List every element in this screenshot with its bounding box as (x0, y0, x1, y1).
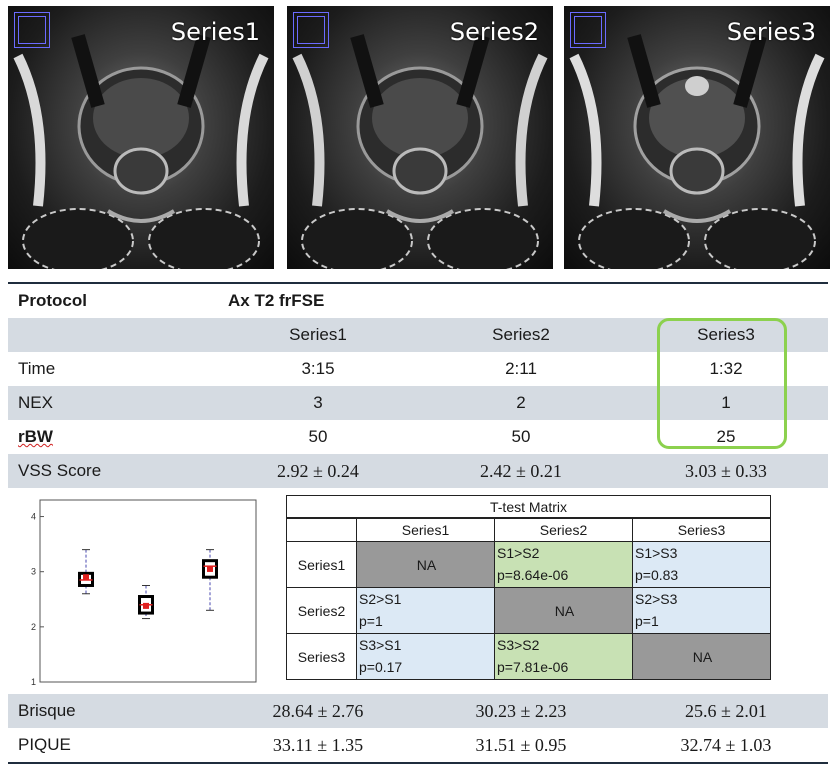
ttest-cell: S3>S2 p=7.81e-06 (494, 633, 633, 680)
y-tick-label: 3 (31, 567, 36, 577)
cell: 2:11 (505, 359, 537, 378)
cell: 50 (308, 427, 328, 446)
cell: 2.92 ± 0.24 (277, 461, 359, 481)
ttest-corner (286, 517, 357, 542)
cell: 25 (716, 427, 736, 446)
table-row-rbw: rBW 50 50 25 (8, 420, 828, 454)
row-label: NEX (18, 393, 53, 412)
ttest-comparison: S2>S1 (359, 591, 402, 607)
ttest-pvalue: p=1 (635, 613, 659, 629)
cell: 33.11 ± 1.35 (272, 735, 364, 755)
ttest-row: Series3 S3>S1 p=0.17 S3>S2 p=7.81e-06 NA (286, 633, 771, 680)
cell: 50 (511, 427, 531, 446)
ttest-comparison: S2>S3 (635, 591, 678, 607)
column-header: Series1 (289, 325, 347, 344)
ttest-cell: S1>S2 p=8.64e-06 (494, 541, 633, 588)
cell: 1:32 (709, 359, 743, 378)
table-row-nex: NEX 3 2 1 (8, 386, 828, 420)
cell: 30.23 ± 2.23 (475, 701, 567, 721)
ttest-col-header: Series2 (494, 517, 633, 542)
mri-anatomy-graphic (292, 34, 548, 269)
ttest-pvalue: p=7.81e-06 (497, 659, 569, 675)
ttest-cell-na: NA (494, 587, 633, 634)
mri-image-series1: Series1 (8, 6, 274, 269)
ttest-cell: S2>S1 p=1 (356, 587, 495, 634)
ttest-cell-na: NA (632, 633, 771, 680)
ttest-comparison: S3>S1 (359, 637, 402, 653)
cell: 2.42 ± 0.21 (480, 461, 562, 481)
ttest-row-header: Series1 (286, 541, 357, 588)
ttest-comparison: S1>S2 (497, 545, 540, 561)
table-bottom-rule (8, 762, 828, 764)
image-label: Series2 (449, 18, 539, 46)
row-label: Brisque (18, 701, 76, 720)
protocol-row: Protocol Ax T2 frFSE (8, 284, 828, 318)
cell: 28.64 ± 2.76 (272, 701, 364, 721)
ttest-cell: S2>S3 p=1 (632, 587, 771, 634)
row-label: rBW (18, 427, 53, 446)
row-label: Time (18, 359, 56, 378)
table-row-pique: PIQUE 33.11 ± 1.35 31.51 ± 0.95 32.74 ± … (8, 728, 828, 762)
ttest-pvalue: p=1 (359, 613, 383, 629)
ttest-row: Series1 NA S1>S2 p=8.64e-06 S1>S3 p=0.83 (286, 541, 771, 588)
cell: 2 (516, 393, 526, 412)
table-row-vss: VSS Score 2.92 ± 0.24 2.42 ± 0.21 3.03 ±… (8, 454, 828, 488)
protocol-value: Ax T2 frFSE (228, 291, 325, 310)
table-row-time: Time 3:15 2:11 1:32 (8, 352, 828, 386)
mri-anatomy-graphic (569, 34, 825, 269)
ttest-col-header: Series1 (356, 517, 495, 542)
mean-marker (83, 574, 89, 581)
ttest-cell: S1>S3 p=0.83 (632, 541, 771, 588)
y-tick-label: 4 (31, 512, 36, 522)
ttest-row-header: Series3 (286, 633, 357, 680)
ttest-comparison: S3>S2 (497, 637, 540, 653)
cell: 3 (313, 393, 323, 412)
header-row: Series1 Series2 Series3 (8, 318, 828, 352)
ttest-col-header: Series3 (632, 517, 771, 542)
y-tick-label: 2 (31, 622, 36, 632)
ttest-cell: S3>S1 p=0.17 (356, 633, 495, 680)
mri-anatomy-graphic (13, 34, 269, 269)
cell: 32.74 ± 1.03 (680, 735, 772, 755)
mri-image-series2: Series2 (287, 6, 553, 269)
ttest-row-header: Series2 (286, 587, 357, 634)
cell: 3.03 ± 0.33 (685, 461, 767, 481)
roi-box (14, 12, 50, 48)
protocol-label: Protocol (18, 291, 87, 310)
cell: 25.6 ± 2.01 (685, 701, 767, 721)
ttest-cell-na: NA (356, 541, 495, 588)
ttest-pvalue: p=0.83 (635, 567, 679, 583)
mri-image-series3: Series3 (564, 6, 830, 269)
boxplot-svg: 1 2 3 4 (31, 499, 257, 687)
row-label: PIQUE (18, 735, 71, 754)
ttest-pvalue: p=8.64e-06 (497, 567, 569, 583)
cell: 31.51 ± 0.95 (475, 735, 567, 755)
box (202, 559, 218, 579)
plot-frame (39, 499, 257, 683)
roi-box (570, 12, 606, 48)
roi-box-inner (297, 16, 325, 44)
mean-marker (143, 602, 149, 609)
mean-marker (207, 565, 213, 572)
table-top-rule (8, 282, 828, 284)
cell: 1 (721, 393, 731, 412)
ttest-matrix: T-test Matrix Series1 Series2 Series3 Se… (286, 495, 771, 680)
ttest-comparison: S1>S3 (635, 545, 678, 561)
cell: 3:15 (301, 359, 335, 378)
image-label: Series1 (170, 18, 260, 46)
ttest-title: T-test Matrix (286, 495, 771, 519)
series3-highlight-frame (657, 318, 787, 449)
table-row-brisque: Brisque 28.64 ± 2.76 30.23 ± 2.23 25.6 ±… (8, 694, 828, 728)
ttest-row: Series2 S2>S1 p=1 NA S2>S3 p=1 (286, 587, 771, 634)
column-header: Series3 (697, 325, 755, 344)
ttest-pvalue: p=0.17 (359, 659, 403, 675)
column-header: Series2 (492, 325, 550, 344)
row-label: VSS Score (18, 461, 102, 480)
boxplot-chart: 1 2 3 4 (8, 490, 268, 690)
roi-box (293, 12, 329, 48)
image-label: Series3 (726, 18, 816, 46)
y-tick-label: 1 (31, 677, 36, 687)
roi-box-inner (18, 16, 46, 44)
roi-box-inner (574, 16, 602, 44)
